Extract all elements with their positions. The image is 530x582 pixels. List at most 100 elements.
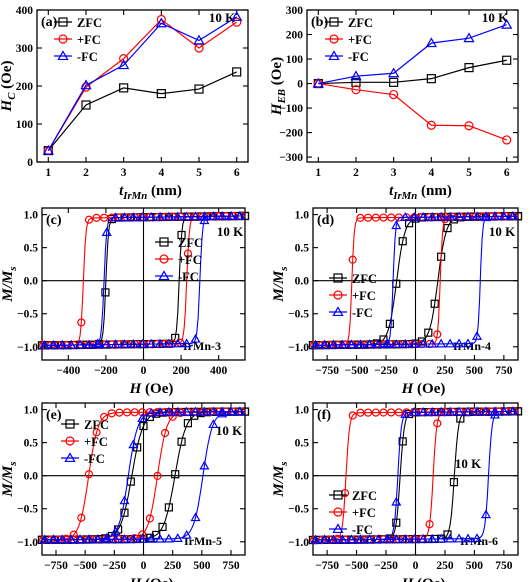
data-point <box>310 339 321 349</box>
data-point <box>337 339 348 349</box>
y-tick-label: 0.0 <box>24 471 39 483</box>
data-point <box>350 70 362 81</box>
data-point <box>181 406 192 416</box>
y-axis-label: M/Ms <box>271 266 290 302</box>
series-line--FC <box>47 16 238 151</box>
data-point <box>382 339 393 349</box>
data-point <box>101 288 110 297</box>
x-tick-label: 2 <box>353 167 359 179</box>
data-point <box>154 338 166 348</box>
legend-marker--FC <box>332 523 344 534</box>
data-point <box>128 339 139 348</box>
data-point <box>110 534 121 543</box>
data-point <box>489 211 500 221</box>
legend: ZFC +FC -FC <box>325 16 373 64</box>
data-point <box>440 215 450 224</box>
y-tick-label: −1.0 <box>288 537 309 549</box>
data-point <box>122 408 132 417</box>
series-line-+FC <box>318 82 507 141</box>
data-point <box>449 478 459 487</box>
data-point <box>351 77 361 87</box>
data-point <box>163 338 174 348</box>
data-point <box>154 533 166 543</box>
data-point <box>462 211 474 221</box>
sample-label: IrMn-3 <box>183 339 221 353</box>
y-tick-label: 0 <box>27 157 33 169</box>
data-point <box>319 339 330 349</box>
data-point <box>427 338 438 348</box>
data-point <box>418 338 429 348</box>
data-point <box>498 211 509 220</box>
data-point <box>177 230 186 240</box>
data-point <box>208 211 219 220</box>
data-point <box>426 74 436 84</box>
x-tick-label: −750 <box>44 560 68 572</box>
data-point <box>119 83 129 93</box>
data-point <box>69 530 78 539</box>
data-point <box>217 211 228 220</box>
data-point <box>391 339 402 348</box>
x-tick-label: 750 <box>222 560 240 572</box>
data-point <box>183 249 193 258</box>
data-point <box>355 534 366 544</box>
data-point <box>489 406 500 416</box>
data-point <box>83 534 95 544</box>
data-point <box>507 406 518 416</box>
panel-e: −750 −500 −250 0 250 500 750 −1.0 −0.5 0.0 0.5 1.0 H… <box>0 402 250 582</box>
data-point <box>489 409 500 419</box>
data-point <box>387 213 396 222</box>
data-point <box>232 67 242 77</box>
data-point <box>443 223 452 233</box>
y-tick-label: 0.0 <box>24 276 39 288</box>
data-point <box>66 339 77 349</box>
data-point <box>379 213 388 222</box>
x-tick-label: 4 <box>158 167 164 179</box>
data-point <box>160 428 170 438</box>
legend-marker--FC <box>57 50 69 61</box>
data-point <box>145 514 154 523</box>
data-point <box>101 339 112 349</box>
data-point <box>75 339 86 349</box>
data-point <box>92 339 103 349</box>
legend-entry: ZFC <box>77 16 102 30</box>
data-point <box>400 339 411 348</box>
panel-a: 1 2 3 4 5 6 0 100 200 300 400 tIrMn (nm) HC (Oe) (a) 1… <box>0 5 249 202</box>
legend-marker-ZFC <box>58 17 68 27</box>
data-point <box>400 408 411 418</box>
y-axis-label: M/Ms <box>0 266 19 302</box>
x-tick-label: −250 <box>374 365 398 377</box>
data-point <box>48 534 59 544</box>
panel-label: (e) <box>46 408 62 423</box>
data-point <box>172 338 183 348</box>
data-point <box>454 211 465 221</box>
data-point <box>364 534 375 544</box>
data-point <box>172 211 183 221</box>
legend-marker--FC <box>64 452 76 463</box>
legend-marker-ZFC <box>329 17 339 27</box>
plot-frame <box>36 9 249 163</box>
x-tick-label: 500 <box>466 560 484 572</box>
data-point <box>427 533 438 543</box>
data-point <box>119 495 130 505</box>
temperature-annotation: 10 K <box>217 224 244 239</box>
data-point <box>42 144 54 155</box>
temperature-annotation: 10 K <box>209 10 236 25</box>
data-point <box>445 533 456 543</box>
data-point <box>83 339 95 349</box>
x-tick-label: 6 <box>234 167 240 179</box>
y-tick-label: 0.5 <box>24 438 39 450</box>
legend-entry: +FC <box>178 253 202 267</box>
data-point <box>427 211 438 221</box>
data-point <box>417 337 427 346</box>
y-tick-label: 100 <box>286 54 304 66</box>
x-tick-label: 5 <box>466 167 472 179</box>
data-point <box>172 533 183 542</box>
data-point <box>445 211 456 221</box>
data-point <box>337 534 348 544</box>
x-tick-label: −750 <box>315 365 339 377</box>
data-point <box>163 406 174 416</box>
data-point <box>57 339 68 349</box>
x-tick-label: 0 <box>141 365 147 377</box>
data-point <box>409 533 420 543</box>
panel-label: (f) <box>317 408 331 423</box>
